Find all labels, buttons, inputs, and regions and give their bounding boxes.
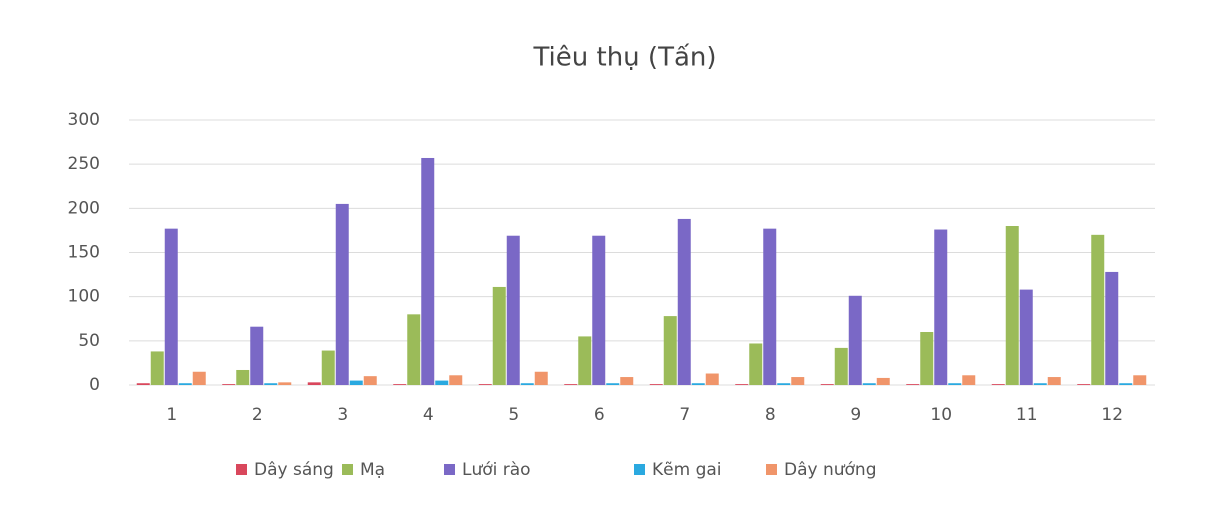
bar (393, 384, 407, 385)
bar (649, 384, 663, 385)
bar (777, 383, 791, 385)
x-tick-label: 6 (594, 405, 605, 425)
bar (749, 343, 763, 385)
bar (349, 380, 363, 385)
bar (962, 375, 976, 385)
chart-title: Tiêu thụ (Tấn) (532, 43, 716, 73)
bar (435, 380, 449, 385)
bar (677, 218, 691, 385)
y-tick-label: 50 (78, 331, 100, 351)
bar (834, 347, 848, 385)
legend-label: Mạ (360, 460, 385, 480)
y-tick-label: 100 (68, 287, 100, 307)
x-tick-label: 4 (423, 405, 434, 425)
bar (250, 326, 264, 385)
bar (506, 235, 520, 385)
bar (1033, 383, 1047, 385)
bar (449, 375, 463, 385)
x-tick-label: 3 (337, 405, 348, 425)
x-tick-label: 9 (850, 405, 861, 425)
bar (592, 235, 606, 385)
legend-label: Kẽm gai (652, 460, 722, 480)
bar (934, 229, 948, 385)
bar (264, 383, 278, 385)
bar (478, 384, 492, 385)
bar (363, 376, 377, 385)
x-tick-label: 2 (252, 405, 263, 425)
bar (150, 351, 164, 385)
legend-swatch (236, 464, 247, 475)
bar (1105, 271, 1119, 385)
bar (492, 286, 506, 385)
bar (136, 383, 150, 385)
bar (564, 384, 578, 385)
bar (691, 383, 705, 385)
bar (1005, 226, 1019, 385)
x-tick-label: 1 (166, 405, 177, 425)
bar (1133, 375, 1147, 385)
bar (236, 369, 250, 385)
x-tick-label: 12 (1101, 405, 1123, 425)
bar (1091, 234, 1105, 385)
bar (820, 384, 834, 385)
bar (1019, 289, 1033, 385)
y-tick-label: 250 (68, 154, 100, 174)
x-tick-label: 8 (765, 405, 776, 425)
bar (421, 157, 435, 385)
bar (178, 383, 192, 385)
x-tick-label: 7 (679, 405, 690, 425)
bar (407, 314, 421, 385)
y-tick-label: 0 (89, 375, 100, 395)
y-tick-label: 300 (68, 110, 100, 130)
bar (862, 383, 876, 385)
bar (335, 203, 349, 385)
bar (164, 228, 178, 385)
bar (1047, 377, 1061, 385)
y-tick-label: 200 (68, 198, 100, 218)
bar (1077, 384, 1091, 385)
bar (948, 383, 962, 385)
bar (520, 383, 534, 385)
bar (222, 384, 236, 385)
bar (876, 377, 890, 385)
bar (791, 377, 805, 385)
legend-swatch (444, 464, 455, 475)
y-tick-label: 150 (68, 243, 100, 263)
bar (705, 373, 719, 385)
legend-label: Lưới rào (462, 460, 531, 480)
legend-swatch (342, 464, 353, 475)
bar (906, 384, 920, 385)
bar (620, 377, 634, 385)
x-tick-label: 10 (930, 405, 952, 425)
bar (991, 384, 1005, 385)
bar (278, 382, 292, 385)
bar (735, 384, 749, 385)
x-tick-label: 5 (508, 405, 519, 425)
legend-label: Dây sáng (254, 460, 334, 480)
bar (534, 371, 548, 385)
legend-swatch (634, 464, 645, 475)
bar (606, 383, 620, 385)
bar (920, 332, 934, 385)
bar (192, 371, 206, 385)
bar (578, 336, 592, 385)
bar (763, 228, 777, 385)
x-tick-label: 11 (1016, 405, 1038, 425)
legend-swatch (766, 464, 777, 475)
bar (321, 350, 335, 385)
bar (1119, 383, 1133, 385)
bar (848, 295, 862, 385)
legend-label: Dây nướng (784, 460, 877, 480)
bar (663, 316, 677, 385)
bar (307, 382, 321, 385)
